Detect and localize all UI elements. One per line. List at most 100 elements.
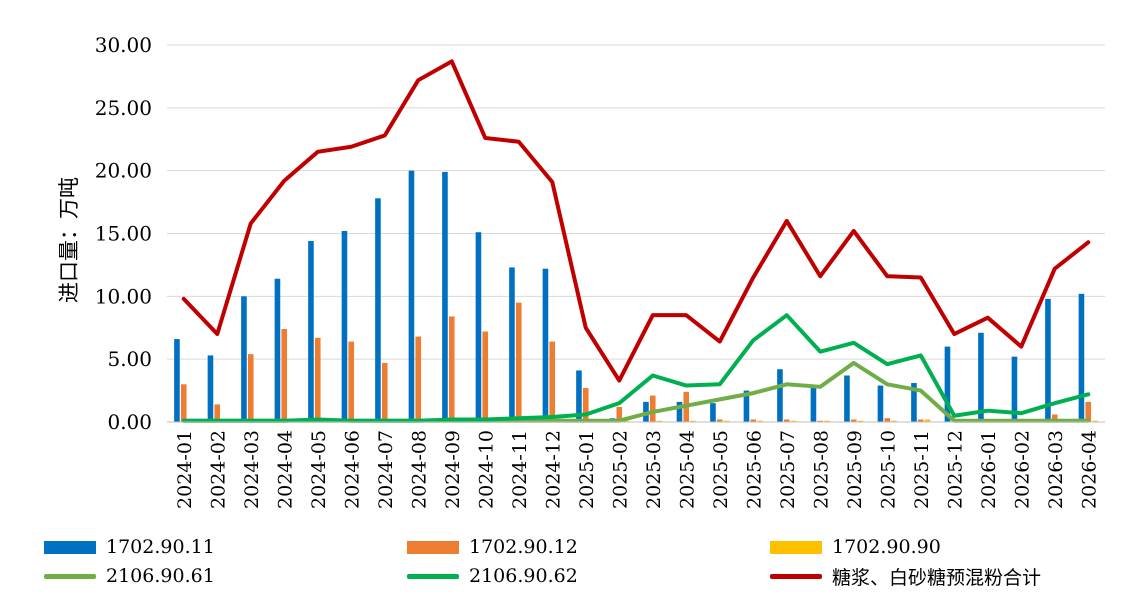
legend-label: 2106.90.61 xyxy=(106,565,215,587)
bar xyxy=(656,420,663,422)
bar xyxy=(1078,293,1085,422)
bar xyxy=(549,341,556,422)
bar xyxy=(783,419,790,422)
bar xyxy=(716,419,723,422)
y-tick-label: 5.00 xyxy=(107,347,152,371)
x-tick-label: 2025-02 xyxy=(609,430,631,509)
legend-swatch xyxy=(44,573,96,579)
bar xyxy=(944,346,951,422)
bar xyxy=(616,406,623,422)
legend-item-1702-90-90: 1702.90.90 xyxy=(770,534,941,560)
bar xyxy=(341,230,348,422)
bar xyxy=(857,420,864,422)
bar xyxy=(884,418,891,422)
bar xyxy=(850,419,857,422)
bar xyxy=(676,401,683,422)
legend-item-2106-90-61: 2106.90.61 xyxy=(44,563,215,589)
x-tick-label: 2025-11 xyxy=(911,430,933,509)
legend-label: 糖浆、白砂糖预混粉合计 xyxy=(832,566,1042,589)
legend-label: 1702.90.11 xyxy=(106,536,215,558)
x-tick-label: 2024-01 xyxy=(174,430,196,509)
y-tick-label: 0.00 xyxy=(107,410,152,434)
legend-swatch xyxy=(770,573,822,579)
bar xyxy=(515,302,522,422)
bar xyxy=(582,388,589,422)
bar xyxy=(482,331,489,422)
x-tick-label: 2024-08 xyxy=(408,430,430,509)
bar xyxy=(743,390,750,422)
legend-item-2106-90-62: 2106.90.62 xyxy=(407,563,578,589)
legend-label: 1702.90.12 xyxy=(469,536,578,558)
bar xyxy=(690,420,696,422)
bar xyxy=(415,336,422,422)
legend-swatch xyxy=(770,540,822,554)
bar xyxy=(509,267,515,422)
y-tick-label: 15.00 xyxy=(95,222,152,246)
legend-swatch xyxy=(407,573,459,579)
x-tick-label: 2025-06 xyxy=(743,430,765,509)
bar xyxy=(817,420,824,422)
bar xyxy=(810,386,817,422)
bar xyxy=(542,268,549,422)
bar xyxy=(917,419,924,422)
bar xyxy=(877,385,884,422)
bar xyxy=(978,332,984,422)
bar xyxy=(207,355,214,422)
bar xyxy=(475,232,482,422)
x-tick-label: 2024-05 xyxy=(308,430,330,509)
bar xyxy=(174,339,180,422)
bar xyxy=(576,370,582,422)
bar xyxy=(723,420,730,422)
y-axis: 0.00 5.00 10.00 15.00 20.00 25.00 30.00 xyxy=(95,33,152,434)
x-tick-label: 2024-06 xyxy=(341,430,363,509)
legend-label: 2106.90.62 xyxy=(469,565,578,587)
x-tick-label: 2024-10 xyxy=(475,430,497,509)
bar xyxy=(375,198,381,422)
bar xyxy=(281,329,288,422)
bar xyxy=(381,362,388,422)
bar xyxy=(623,420,629,422)
x-tick-label: 2025-09 xyxy=(844,430,866,509)
x-tick-label: 2025-12 xyxy=(944,430,966,509)
bar xyxy=(308,241,314,422)
grid xyxy=(167,44,1105,423)
bars xyxy=(174,170,1098,422)
x-tick-label: 2026-04 xyxy=(1078,430,1100,509)
bar xyxy=(241,296,247,422)
x-tick-label: 2025-08 xyxy=(810,430,832,509)
legend-label: 1702.90.90 xyxy=(832,536,941,558)
bar xyxy=(348,341,355,422)
legend-item-1702-90-12: 1702.90.12 xyxy=(407,534,578,560)
lines xyxy=(181,59,1091,423)
y-axis-label: 进口量：万吨 xyxy=(57,177,81,303)
x-tick-label: 2026-01 xyxy=(978,430,1000,509)
y-tick-label: 30.00 xyxy=(95,33,152,57)
y-tick-label: 25.00 xyxy=(95,96,152,120)
bar xyxy=(824,420,830,422)
x-tick-label: 2026-03 xyxy=(1045,430,1067,509)
bar xyxy=(448,316,455,422)
x-tick-label: 2026-02 xyxy=(1011,430,1033,509)
bar xyxy=(1051,414,1058,422)
x-tick-label: 2024-09 xyxy=(442,430,464,509)
bar xyxy=(924,419,931,422)
bar xyxy=(844,375,850,422)
legend-item-total: 糖浆、白砂糖预混粉合计 xyxy=(770,563,1041,589)
x-tick-label: 2024-07 xyxy=(375,430,397,509)
bar xyxy=(1085,401,1092,422)
x-tick-label: 2024-03 xyxy=(241,430,263,509)
series-line xyxy=(181,59,1091,383)
x-tick-label: 2025-07 xyxy=(777,430,799,509)
y-tick-label: 20.00 xyxy=(95,159,152,183)
x-tick-label: 2025-04 xyxy=(676,430,698,509)
bar xyxy=(247,354,254,422)
legend: 1702.90.11 1702.90.12 1702.90.90 2106.90… xyxy=(0,534,1139,593)
legend-swatch xyxy=(44,540,96,554)
bar xyxy=(891,420,897,422)
bar xyxy=(180,384,187,422)
x-tick-label: 2024-12 xyxy=(542,430,564,509)
bar xyxy=(777,369,783,422)
legend-swatch xyxy=(407,540,459,554)
